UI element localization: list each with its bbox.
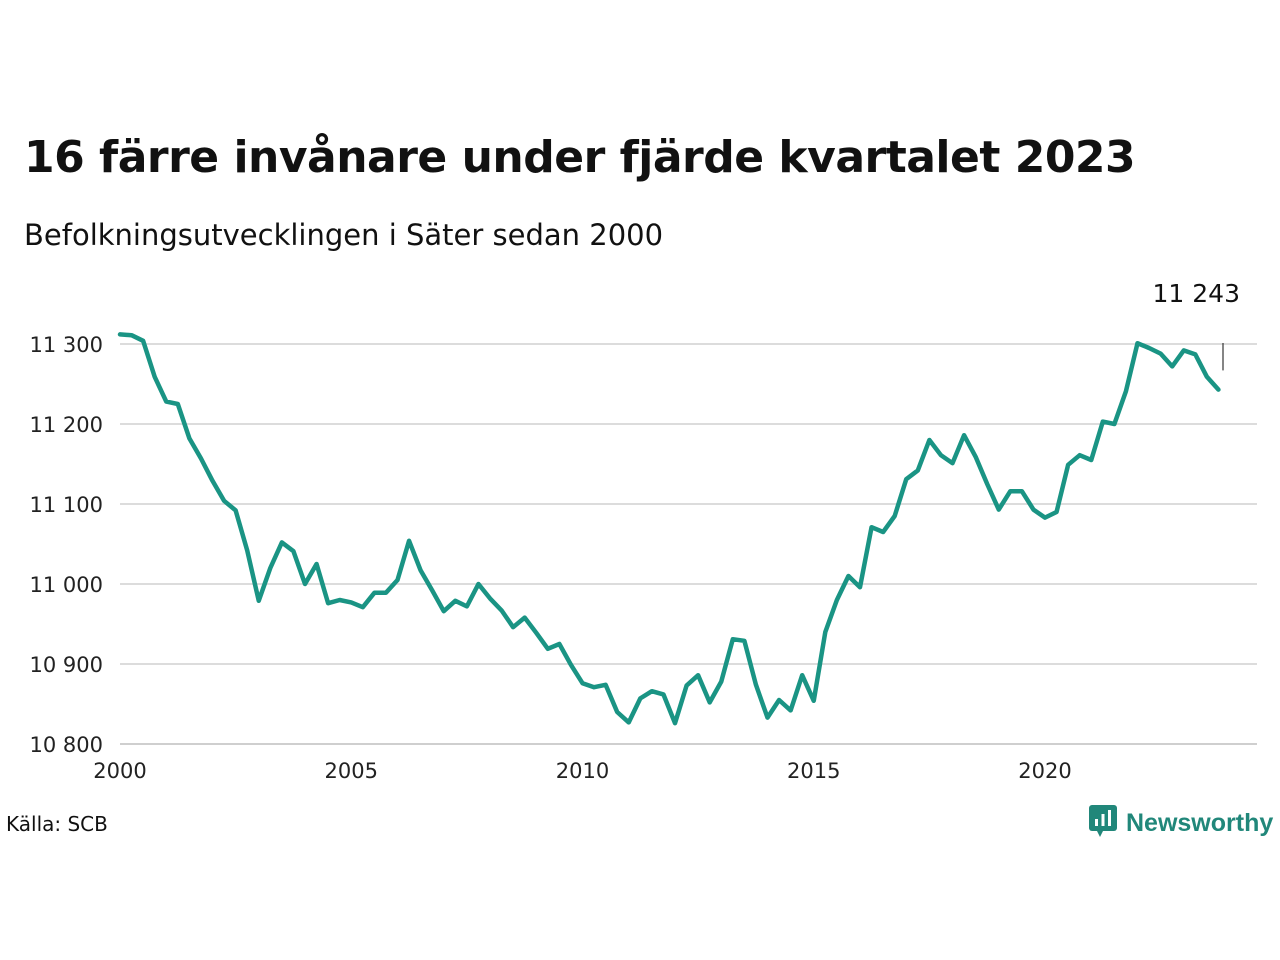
chart-subtitle: Befolkningsutvecklingen i Säter sedan 20… — [24, 218, 664, 252]
x-tick-label: 2020 — [1018, 759, 1071, 783]
annotation-label: 11 243 — [1153, 279, 1240, 308]
y-tick-label: 11 000 — [30, 573, 103, 597]
y-tick-label: 10 900 — [30, 653, 103, 677]
newsworthy-logo-icon — [1088, 804, 1118, 842]
annotation-layer: 11 243 — [1153, 279, 1240, 371]
chart-title: 16 färre invånare under fjärde kvartalet… — [24, 132, 1136, 183]
x-axis-ticks: 2000 2005 2010 2015 2020 — [93, 759, 1071, 783]
grid-lines — [120, 343, 1257, 745]
x-tick-label: 2000 — [93, 759, 146, 783]
y-tick-label: 11 100 — [30, 493, 103, 517]
series-line — [117, 332, 1221, 726]
source-label: Källa: SCB — [6, 812, 108, 836]
y-tick-label: 11 300 — [30, 333, 103, 357]
x-tick-label: 2015 — [787, 759, 840, 783]
x-tick-label: 2005 — [325, 759, 378, 783]
y-tick-label: 11 200 — [30, 413, 103, 437]
y-tick-label: 10 800 — [30, 733, 103, 757]
y-axis-ticks: 11 300 11 200 11 100 11 000 10 900 10 800 — [30, 333, 103, 757]
brand-logo: Newsworthy — [1088, 804, 1273, 842]
brand-name: Newsworthy — [1126, 808, 1274, 837]
series-layer — [117, 332, 1221, 726]
x-tick-label: 2010 — [556, 759, 609, 783]
